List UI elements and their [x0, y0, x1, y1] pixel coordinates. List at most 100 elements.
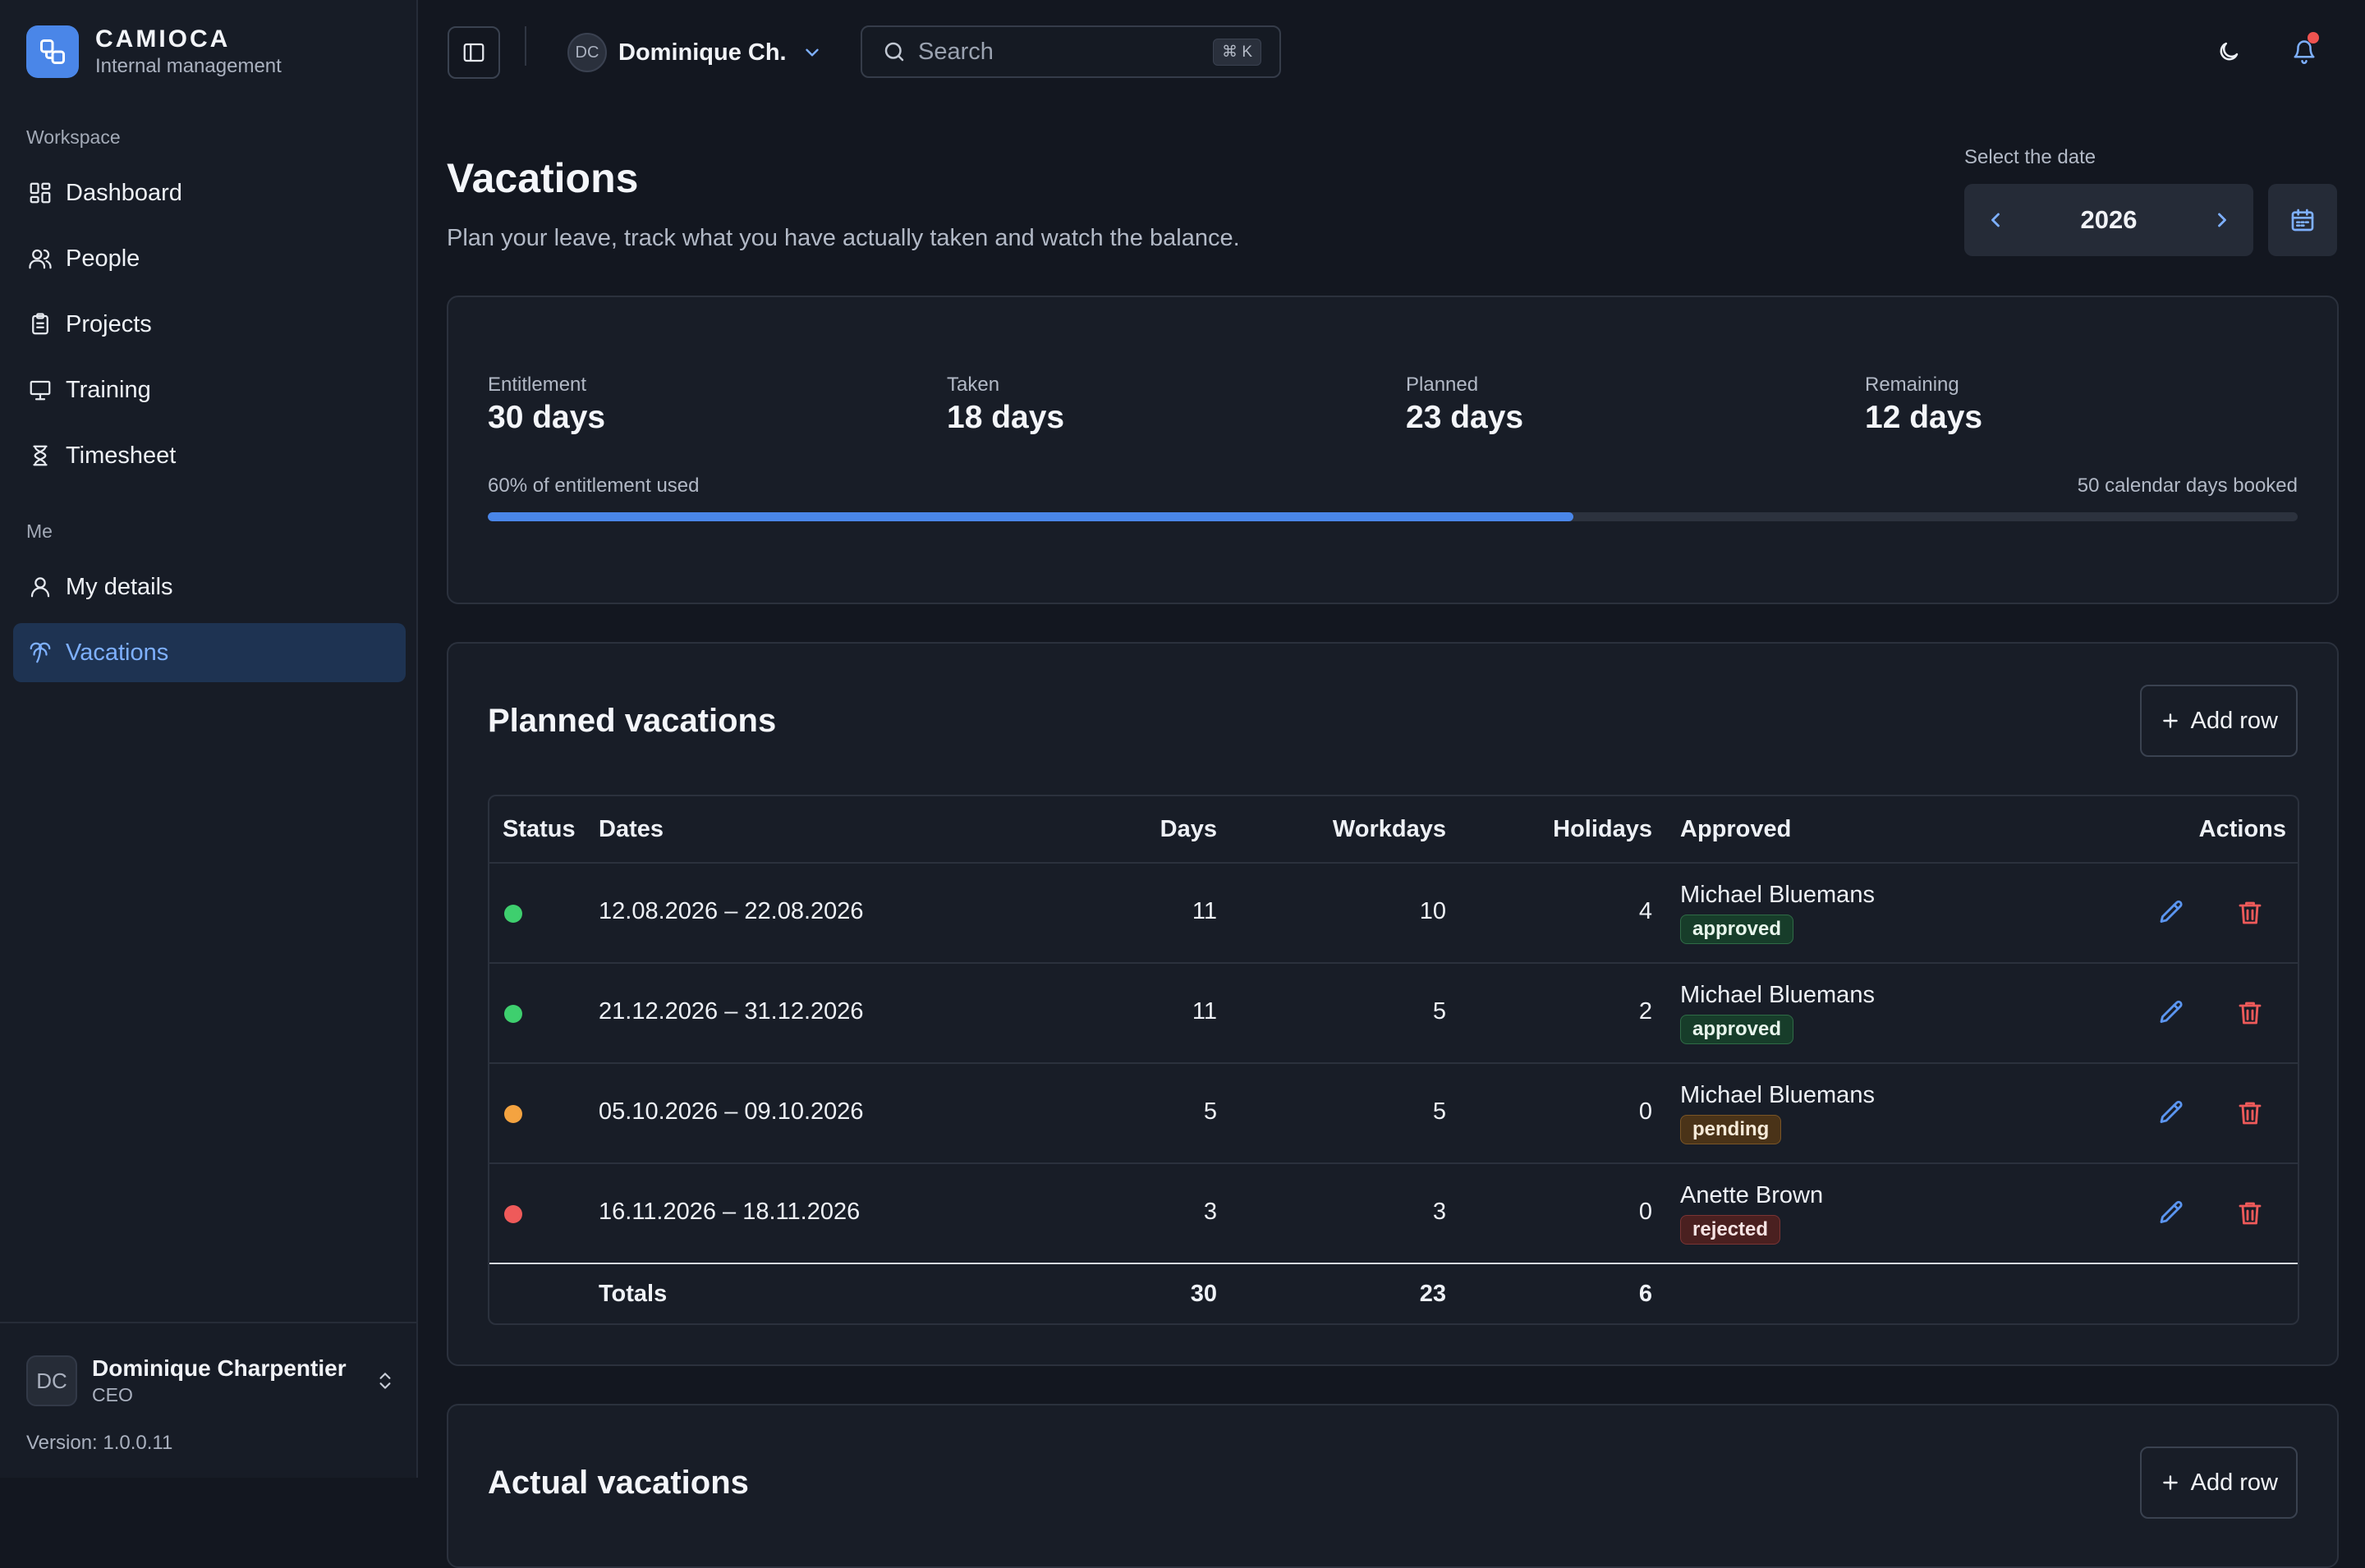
- approver: Anette Brown rejected: [1680, 1181, 1823, 1245]
- edit-button[interactable]: [2156, 898, 2186, 928]
- divider: [525, 26, 526, 66]
- user-menu[interactable]: DC Dominique Charpentier CEO: [26, 1355, 396, 1407]
- stat-value: 30 days: [488, 400, 606, 435]
- stat-label: Planned: [1406, 374, 1479, 396]
- vacation-holidays: 0: [1638, 1098, 1652, 1125]
- bell-icon: [2292, 39, 2317, 64]
- presentation-icon: [26, 376, 54, 404]
- booked-text: 50 calendar days booked: [2077, 475, 2298, 497]
- previous-year-button[interactable]: [1984, 209, 2007, 232]
- stat-remaining: Remaining 12 days: [1865, 373, 1982, 438]
- search-shortcut: ⌘ K: [1213, 38, 1261, 66]
- avatar: DC: [567, 33, 607, 72]
- year-selector: 2026: [1964, 184, 2253, 256]
- sidebar-item-my-details[interactable]: My details: [13, 557, 406, 617]
- usage-progress-bar: [488, 512, 2298, 521]
- section-title: Planned vacations: [488, 703, 777, 739]
- add-row-label: Add row: [2190, 1469, 2278, 1496]
- date-label: Select the date: [1964, 146, 2096, 168]
- column-header-workdays: Workdays: [1332, 816, 1446, 842]
- add-row-button[interactable]: Add row: [2139, 685, 2298, 757]
- sidebar-item-label: Vacations: [66, 639, 169, 666]
- status-badge: pending: [1680, 1115, 1782, 1144]
- sidebar-item-training[interactable]: Training: [13, 360, 406, 420]
- page-subtitle: Plan your leave, track what you have act…: [447, 225, 1240, 251]
- sidebar-footer: DC Dominique Charpentier CEO Version: 1.…: [0, 1322, 416, 1479]
- edit-button[interactable]: [2156, 998, 2186, 1028]
- sidebar-toggle-button[interactable]: [448, 26, 500, 79]
- sidebar-item-label: My details: [66, 573, 173, 600]
- vacation-dates: 16.11.2026 – 18.11.2026: [599, 1199, 861, 1225]
- totals-row: Totals 30 23 6: [489, 1263, 2298, 1323]
- vacation-workdays: 3: [1432, 1199, 1446, 1225]
- palm-tree-icon: [26, 639, 54, 667]
- column-header-approved: Approved: [1680, 816, 1792, 842]
- status-badge: approved: [1680, 915, 1794, 944]
- table-row: 16.11.2026 – 18.11.2026 3 3 0 Anette Brown re…: [489, 1162, 2298, 1263]
- column-header-actions: Actions: [2198, 816, 2286, 842]
- calendar-button[interactable]: [2268, 184, 2337, 256]
- totals-workdays: 23: [1419, 1281, 1446, 1307]
- section-label-me: Me: [26, 520, 53, 542]
- brand-subtitle: Internal management: [95, 55, 282, 77]
- chevrons-up-down-icon: [374, 1370, 396, 1391]
- next-year-button[interactable]: [2211, 209, 2234, 232]
- user-name: Dominique Charpentier: [92, 1355, 347, 1381]
- totals-holidays: 6: [1638, 1281, 1652, 1307]
- brand[interactable]: CAMIOCA Internal management: [26, 25, 282, 79]
- delete-button[interactable]: [2235, 998, 2265, 1028]
- edit-button[interactable]: [2156, 1098, 2186, 1128]
- sidebar-item-dashboard[interactable]: Dashboard: [13, 163, 406, 222]
- sidebar-item-projects[interactable]: Projects: [13, 295, 406, 354]
- planned-vacations-card: Planned vacations Add row Status Dates D…: [447, 642, 2339, 1366]
- vacation-dates: 05.10.2026 – 09.10.2026: [599, 1098, 864, 1125]
- stat-value: 12 days: [1865, 400, 1983, 435]
- hourglass-icon: [26, 442, 54, 470]
- notifications-button[interactable]: [2278, 25, 2331, 78]
- edit-button[interactable]: [2156, 1199, 2186, 1228]
- user-icon: [26, 573, 54, 601]
- totals-days: 30: [1190, 1281, 1217, 1307]
- column-header-days: Days: [1160, 816, 1217, 842]
- search-icon: [882, 39, 907, 64]
- stat-label: Entitlement: [488, 374, 587, 396]
- vacation-days: 11: [1192, 898, 1217, 924]
- vacation-days: 5: [1203, 1098, 1217, 1125]
- year-value: 2026: [2080, 205, 2138, 234]
- users-icon: [26, 245, 54, 273]
- table-row: 12.08.2026 – 22.08.2026 11 10 4 Michael Blue…: [489, 862, 2298, 962]
- user-switcher[interactable]: DC Dominique Ch.: [567, 33, 823, 72]
- actual-vacations-card: Actual vacations Add row: [447, 1404, 2339, 1568]
- stat-entitlement: Entitlement 30 days: [488, 373, 605, 438]
- delete-button[interactable]: [2235, 1199, 2265, 1228]
- approver: Michael Bluemans pending: [1680, 1080, 1875, 1144]
- approver-name: Michael Bluemans: [1680, 882, 1875, 908]
- theme-toggle-button[interactable]: [2202, 25, 2255, 78]
- vacation-workdays: 10: [1419, 898, 1446, 924]
- stat-value: 23 days: [1406, 400, 1524, 435]
- stat-label: Taken: [947, 374, 1000, 396]
- add-row-button[interactable]: Add row: [2139, 1447, 2298, 1519]
- sidebar-item-label: Projects: [66, 310, 152, 337]
- add-row-label: Add row: [2190, 707, 2278, 734]
- vacation-dates: 12.08.2026 – 22.08.2026: [599, 898, 864, 924]
- status-dot: [504, 905, 522, 923]
- usage-progress-fill: [488, 512, 1574, 521]
- sidebar-item-label: Timesheet: [66, 442, 177, 469]
- sidebar-item-timesheet[interactable]: Timesheet: [13, 426, 406, 485]
- delete-button[interactable]: [2235, 1098, 2265, 1128]
- vacation-holidays: 2: [1638, 998, 1652, 1025]
- app-version: Version: 1.0.0.11: [26, 1432, 173, 1454]
- vacation-days: 3: [1203, 1199, 1217, 1225]
- clipboard-icon: [26, 310, 54, 338]
- vacation-dates: 21.12.2026 – 31.12.2026: [599, 998, 864, 1025]
- sidebar-item-vacations[interactable]: Vacations: [13, 623, 406, 682]
- sidebar-item-people[interactable]: People: [13, 229, 406, 288]
- stat-taken: Taken 18 days: [947, 373, 1064, 438]
- stat-label: Remaining: [1865, 374, 1959, 396]
- search-input[interactable]: Search ⌘ K: [861, 25, 1281, 78]
- column-header-dates: Dates: [599, 816, 664, 842]
- approver: Michael Bluemans approved: [1680, 880, 1875, 944]
- delete-button[interactable]: [2235, 898, 2265, 928]
- topbar: DC Dominique Ch. Search ⌘ K: [418, 0, 2365, 103]
